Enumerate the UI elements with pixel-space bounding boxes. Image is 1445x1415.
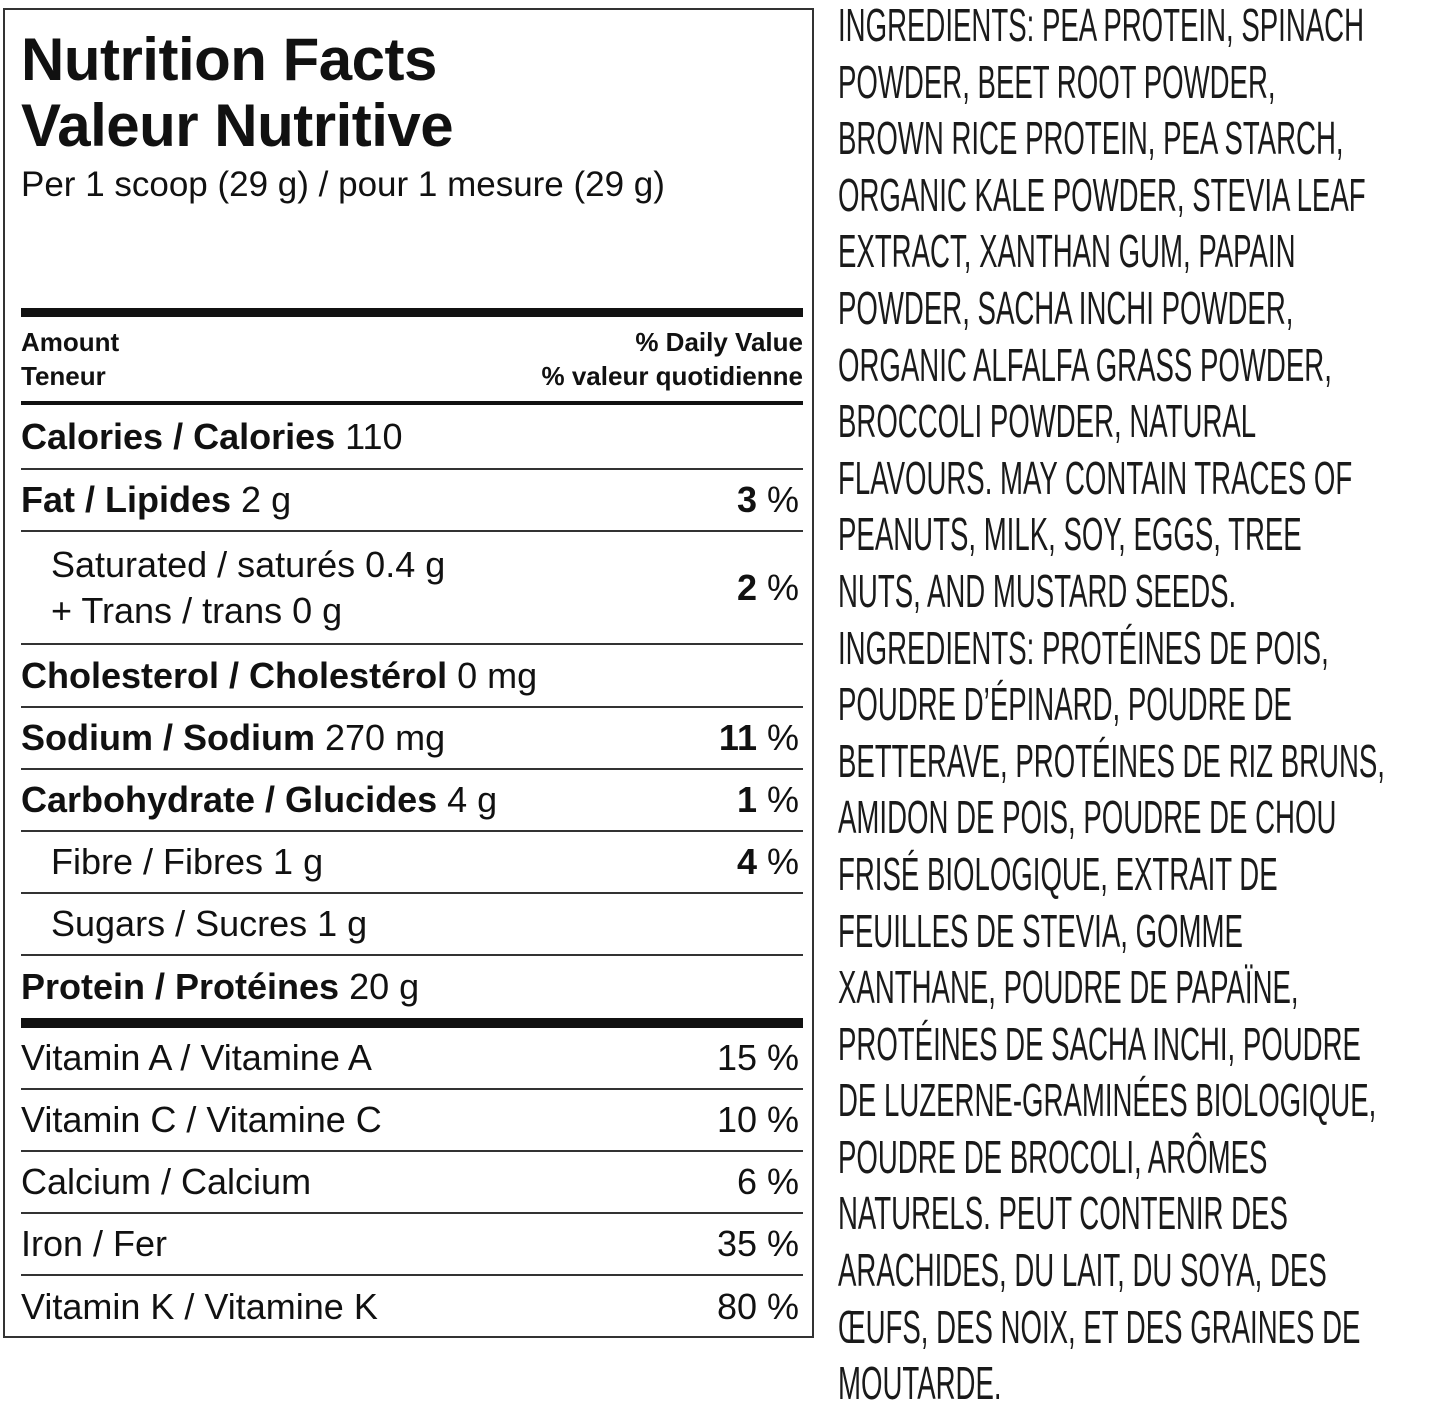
ingredients-line: DE LUZERNE-GRAMINÉES BIOLOGIQUE, — [838, 1074, 1377, 1127]
row-cholesterol: Cholesterol / Cholestérol 0 mg — [21, 645, 803, 708]
row-sugars: Sugars / Sucres 1 g — [21, 894, 803, 956]
ingredients-line: FEUILLES DE STEVIA, GOMME — [838, 904, 1243, 957]
ingredients-line: MOUTARDE. — [838, 1357, 1002, 1410]
title-en: Nutrition Facts — [21, 26, 437, 93]
ingredients-line: BETTERAVE, PROTÉINES DE RIZ BRUNS, — [838, 734, 1385, 787]
ingredients-line: POWDER, SACHA INCHI POWDER, — [838, 281, 1294, 334]
ingredients-line: PROTÉINES DE SACHA INCHI, POUDRE — [838, 1017, 1361, 1070]
ingredients-line: ORGANIC KALE POWDER, STEVIA LEAF — [838, 168, 1366, 221]
row-protein: Protein / Protéines 20 g — [21, 966, 420, 1007]
ingredients-line: NATURELS. PEUT CONTENIR DES — [838, 1187, 1288, 1240]
ingredients-line: BROWN RICE PROTEIN, PEA STARCH, — [838, 112, 1344, 165]
ingredients-line: INGREDIENTS: PROTÉINES DE POIS, — [838, 621, 1329, 674]
row-calcium: Calcium / Calcium 6 % — [21, 1152, 803, 1214]
ingredients-line: EXTRACT, XANTHAN GUM, PAPAIN — [838, 225, 1296, 278]
ingredients-line: INGREDIENTS: PEA PROTEIN, SPINACH — [838, 0, 1365, 51]
ingredients-line: AMIDON DE POIS, POUDRE DE CHOU — [838, 791, 1337, 844]
ingredients-line: ŒUFS, DES NOIX, ET DES GRAINES DE — [838, 1300, 1361, 1353]
daily-value-header: % Daily Value % valeur quotidienne — [542, 325, 804, 393]
ingredients-line: NUTS, AND MUSTARD SEEDS. — [838, 564, 1237, 617]
ingredients-line: PEANUTS, MILK, SOY, EGGS, TREE — [838, 508, 1302, 561]
ingredients-line: POUDRE D’ÉPINARD, POUDRE DE — [838, 678, 1292, 731]
amount-fr: Teneur — [21, 361, 106, 391]
ingredients-text: INGREDIENTS: PEA PROTEIN, SPINACH POWDER,… — [838, 0, 1445, 1415]
row-vitamin-a: Vitamin A / Vitamine A 15 % — [21, 1028, 803, 1090]
divider — [21, 401, 803, 405]
thick-divider — [21, 1018, 803, 1028]
ingredients-line: POUDRE DE BROCOLI, ARÔMES — [838, 1130, 1268, 1183]
ingredients-line: FRISÉ BIOLOGIQUE, EXTRAIT DE — [838, 847, 1278, 900]
ingredients-line: ARACHIDES, DU LAIT, DU SOYA, DES — [838, 1244, 1327, 1297]
row-carbohydrate: Carbohydrate / Glucides 4 g 1 % — [21, 770, 803, 832]
amount-en: Amount — [21, 327, 120, 357]
ingredients-line: ORGANIC ALFALFA GRASS POWDER, — [838, 338, 1332, 391]
row-sodium: Sodium / Sodium 270 mg 11 % — [21, 708, 803, 770]
ingredients-line: POWDER, BEET ROOT POWDER, — [838, 55, 1276, 108]
thick-divider — [21, 308, 803, 317]
ingredients-line: XANTHANE, POUDRE DE PAPAÏNE, — [838, 961, 1299, 1014]
row-iron: Iron / Fer 35 % — [21, 1214, 803, 1276]
row-calories: Calories / Calories 110 — [21, 405, 803, 470]
nutrition-facts-panel: Nutrition Facts Valeur Nutritive Per 1 s… — [3, 8, 814, 1338]
dv-fr: % valeur quotidienne — [541, 361, 804, 391]
ingredients-line: FLAVOURS. MAY CONTAIN TRACES OF — [838, 451, 1353, 504]
dv-en: % Daily Value — [635, 327, 803, 357]
title-fr: Valeur Nutritive — [21, 92, 454, 159]
row-fibre: Fibre / Fibres 1 g 4 % — [21, 832, 803, 894]
amount-header: Amount Teneur — [21, 325, 119, 393]
serving-size: Per 1 scoop (29 g) / pour 1 mesure (29 g… — [21, 165, 665, 204]
ingredients-line: BROCCOLI POWDER, NATURAL — [838, 395, 1257, 448]
row-vitamin-k: Vitamin K / Vitamine K 80 % — [21, 1286, 799, 1327]
row-vitamin-c: Vitamin C / Vitamine C 10 % — [21, 1090, 803, 1152]
row-saturated-trans: Saturated / saturés 0.4 g + Trans / trans… — [21, 532, 803, 645]
row-fat: Fat / Lipides 2 g 3 % — [21, 470, 803, 532]
